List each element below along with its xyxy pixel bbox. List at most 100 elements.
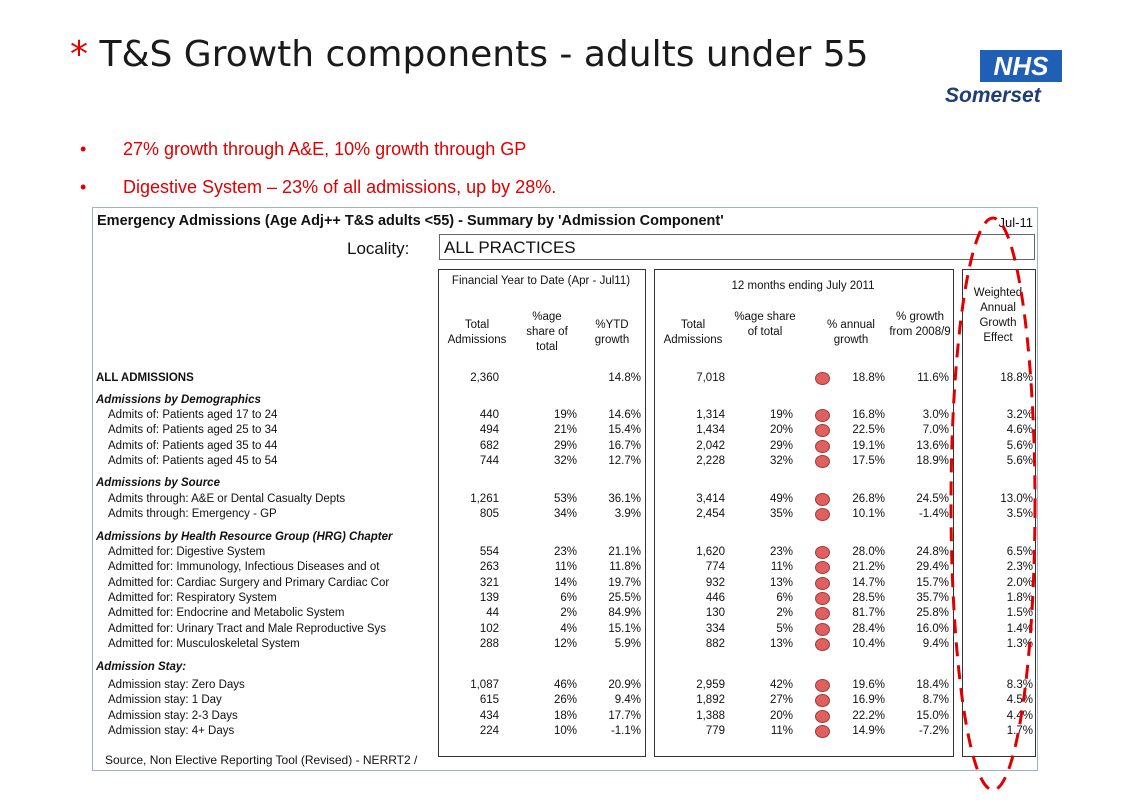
cell-fy-growth: 14.8% — [608, 372, 641, 384]
row-label: Admitted for: Respiratory System — [108, 592, 277, 604]
cell-m-total: 1,620 — [696, 546, 725, 558]
cell-fy-share: 26% — [553, 694, 577, 706]
row-label: Admitted for: Urinary Tract and Male Rep… — [108, 623, 387, 635]
status-dot-icon — [815, 409, 830, 422]
cell-m-annual: 16.8% — [852, 409, 885, 421]
row-label: Admitted for: Immunology, Infectious Dis… — [108, 561, 380, 573]
col-header-m-annual: % annual growth — [827, 319, 875, 346]
cell-fy-growth: 16.7% — [608, 440, 641, 452]
row-label: Admitted for: Cardiac Surgery and Primar… — [108, 577, 390, 589]
cell-fy-total: 2,360 — [470, 372, 499, 384]
status-dot-icon — [815, 679, 830, 692]
cell-fy-share: 21% — [553, 424, 577, 436]
cell-fy-total: 615 — [479, 694, 499, 706]
cell-weighted: 1.3% — [1006, 638, 1033, 650]
cell-fy-total: 102 — [479, 623, 499, 635]
table-row: ALL ADMISSIONS 2,360 14.8% 7,018 18.8% 11.6% 1… — [93, 371, 1037, 386]
table-row: Admits through: Emergency - GP 805 34% 3.9%… — [93, 507, 1037, 522]
page-title: * T&S Growth components - adults under 5… — [70, 34, 869, 75]
section-header-row: Admission Stay: — [93, 660, 1037, 675]
status-dot-icon — [815, 508, 830, 521]
cell-fy-share: 29% — [553, 440, 577, 452]
row-label: Admissions by Demographics — [96, 394, 261, 406]
cell-m-annual: 17.5% — [852, 455, 885, 467]
cell-m-share: 19% — [769, 409, 793, 421]
cell-m-growth08: 8.7% — [922, 694, 949, 706]
cell-fy-share: 6% — [560, 592, 577, 604]
cell-m-annual: 10.4% — [852, 638, 885, 650]
status-dot-icon — [815, 710, 830, 723]
cell-m-growth08: 16.0% — [916, 623, 949, 635]
cell-fy-share: 10% — [553, 725, 577, 737]
cell-m-growth08: 24.8% — [916, 546, 949, 558]
row-label: Admission stay: 1 Day — [108, 694, 222, 706]
title-text: T&S Growth components - adults under 55 — [99, 34, 869, 75]
cell-m-annual: 28.0% — [852, 546, 885, 558]
sheet-title: Emergency Admissions (Age Adj++ T&S adul… — [97, 213, 724, 229]
cell-weighted: 3.2% — [1006, 409, 1033, 421]
cell-fy-growth: 36.1% — [608, 493, 641, 505]
twelve-month-header: 12 months ending July 2011 — [731, 280, 875, 292]
table-row: Admitted for: Cardiac Surgery and Primar… — [93, 576, 1037, 591]
table-row: Admits of: Patients aged 17 to 24 440 19% 1… — [93, 408, 1037, 423]
nhs-logo-region: Somerset — [945, 84, 1041, 107]
status-dot-icon — [815, 694, 830, 707]
cell-m-growth08: 29.4% — [916, 561, 949, 573]
cell-fy-growth: 14.6% — [608, 409, 641, 421]
cell-weighted: 6.5% — [1006, 546, 1033, 558]
cell-m-annual: 22.2% — [852, 710, 885, 722]
status-dot-icon — [815, 455, 830, 468]
cell-m-growth08: 13.6% — [916, 440, 949, 452]
cell-fy-total: 805 — [479, 508, 499, 520]
table-row: Admitted for: Endocrine and Metabolic Sy… — [93, 606, 1037, 621]
cell-fy-growth: -1.1% — [610, 725, 641, 737]
cell-m-growth08: 7.0% — [922, 424, 949, 436]
cell-m-total: 130 — [705, 607, 725, 619]
cell-m-total: 446 — [705, 592, 725, 604]
cell-fy-share: 14% — [553, 577, 577, 589]
locality-label: Locality: — [347, 239, 410, 258]
row-label: Admitted for: Musculoskeletal System — [108, 638, 300, 650]
cell-m-total: 882 — [705, 638, 725, 650]
cell-fy-growth: 19.7% — [608, 577, 641, 589]
cell-m-growth08: -1.4% — [918, 508, 949, 520]
row-label: Admission Stay: — [96, 661, 187, 673]
cell-m-growth08: 18.9% — [916, 455, 949, 467]
cell-m-share: 42% — [769, 679, 793, 691]
cell-m-total: 2,042 — [696, 440, 725, 452]
cell-fy-total: 288 — [479, 638, 499, 650]
status-dot-icon — [815, 638, 830, 651]
cell-fy-share: 12% — [553, 638, 577, 650]
cell-m-share: 11% — [770, 725, 793, 737]
cell-m-share: 49% — [769, 493, 793, 505]
col-header-m-total: Total Admissions — [663, 319, 723, 346]
cell-m-annual: 14.7% — [852, 577, 885, 589]
cell-m-total: 779 — [705, 725, 725, 737]
row-label: Admits of: Patients aged 17 to 24 — [108, 409, 278, 421]
cell-m-share: 20% — [769, 424, 793, 436]
cell-m-annual: 19.6% — [852, 679, 885, 691]
cell-m-annual: 10.1% — [852, 508, 885, 520]
cell-fy-share: 46% — [553, 679, 577, 691]
cell-m-annual: 28.4% — [852, 623, 885, 635]
cell-m-share: 11% — [770, 561, 793, 573]
col-header-fy-share: %age share of total — [526, 311, 568, 353]
status-dot-icon — [815, 561, 830, 574]
cell-m-total: 334 — [705, 623, 725, 635]
status-dot-icon — [815, 607, 830, 620]
cell-m-total: 1,314 — [696, 409, 725, 421]
cell-fy-growth: 9.4% — [614, 694, 641, 706]
cell-fy-growth: 11.8% — [609, 561, 641, 573]
cell-fy-share: 32% — [553, 455, 577, 467]
cell-fy-share: 23% — [553, 546, 577, 558]
section-header-row: Admissions by Demographics — [93, 393, 1037, 408]
cell-m-total: 1,434 — [696, 424, 725, 436]
cell-m-growth08: 35.7% — [916, 592, 949, 604]
status-dot-icon — [815, 372, 830, 385]
table-row: Admits through: A&E or Dental Casualty D… — [93, 492, 1037, 507]
cell-fy-total: 682 — [479, 440, 499, 452]
cell-weighted: 1.5% — [1006, 607, 1033, 619]
cell-fy-share: 19% — [553, 409, 577, 421]
table-row: Admitted for: Immunology, Infectious Dis… — [93, 560, 1037, 575]
cell-weighted: 5.6% — [1006, 440, 1033, 452]
